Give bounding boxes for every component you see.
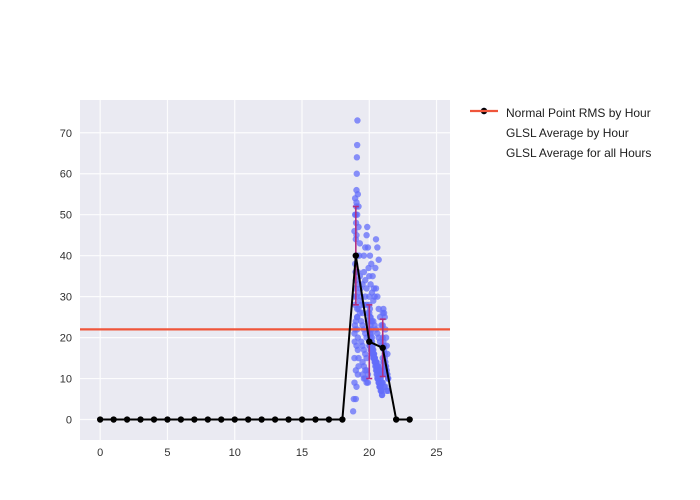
avg-hour-marker	[366, 338, 372, 344]
avg-hour-marker	[353, 252, 359, 258]
legend-swatch-line-marker	[470, 126, 498, 140]
y-tick-label: 50	[60, 210, 72, 222]
avg-hour-marker	[380, 345, 386, 351]
y-tick-label: 40	[60, 251, 72, 263]
avg-hour-marker	[272, 416, 278, 422]
avg-hour-marker	[245, 416, 251, 422]
scatter-point	[364, 224, 370, 230]
chart-container: 0 5 10 15 20 25 0 10 20 30 40 50 60 70 Normal Point R…	[0, 0, 700, 500]
scatter-point	[374, 244, 380, 250]
legend-label: Normal Point RMS by Hour	[506, 106, 651, 120]
avg-hour-marker	[191, 416, 197, 422]
scatter-point	[351, 330, 357, 336]
y-tick-label: 20	[60, 333, 72, 345]
scatter-point	[365, 379, 371, 385]
scatter-point	[367, 252, 373, 258]
scatter-point	[350, 408, 356, 414]
x-tick-label: 0	[97, 447, 103, 459]
x-tick-label: 10	[229, 447, 241, 459]
avg-hour-marker	[97, 416, 103, 422]
avg-hour-marker	[164, 416, 170, 422]
y-tick-label: 60	[60, 169, 72, 181]
avg-hour-marker	[205, 416, 211, 422]
legend: Normal Point RMS by Hour GLSL Average by…	[470, 104, 651, 164]
avg-hour-marker	[124, 416, 130, 422]
scatter-point	[354, 211, 360, 217]
scatter-point	[363, 232, 369, 238]
x-tick-label: 15	[296, 447, 308, 459]
scatter-point	[374, 293, 380, 299]
y-tick-label: 10	[60, 374, 72, 386]
scatter-point	[375, 257, 381, 263]
avg-hour-marker	[258, 416, 264, 422]
plot-bg	[80, 100, 450, 440]
scatter-point	[353, 396, 359, 402]
x-tick-label: 20	[363, 447, 375, 459]
scatter-point	[372, 265, 378, 271]
avg-hour-marker	[218, 416, 224, 422]
avg-hour-marker	[178, 416, 184, 422]
scatter-point	[353, 367, 359, 373]
avg-hour-marker	[232, 416, 238, 422]
avg-hour-marker	[312, 416, 318, 422]
avg-hour-marker	[326, 416, 332, 422]
avg-hour-marker	[299, 416, 305, 422]
legend-item-avg-all: GLSL Average for all Hours	[470, 144, 651, 162]
scatter-point	[373, 236, 379, 242]
legend-swatch-line	[470, 146, 498, 160]
legend-item-avg-hour: GLSL Average by Hour	[470, 124, 651, 142]
legend-label: GLSL Average for all Hours	[506, 146, 651, 160]
y-tick-label: 30	[60, 292, 72, 304]
x-tick-label: 25	[430, 447, 442, 459]
plot-svg: 0 5 10 15 20 25 0 10 20 30 40 50 60 70	[0, 0, 700, 500]
x-tick-label: 5	[164, 447, 170, 459]
scatter-point	[354, 142, 360, 148]
scatter-point	[365, 244, 371, 250]
scatter-point	[369, 273, 375, 279]
scatter-point	[355, 191, 361, 197]
avg-hour-marker	[393, 416, 399, 422]
legend-label: GLSL Average by Hour	[506, 126, 629, 140]
scatter-point	[361, 252, 367, 258]
scatter-point	[354, 117, 360, 123]
scatter-point	[383, 334, 389, 340]
avg-hour-marker	[110, 416, 116, 422]
scatter-point	[357, 240, 363, 246]
scatter-point	[354, 171, 360, 177]
scatter-point	[371, 285, 377, 291]
y-tick-label: 0	[66, 415, 72, 427]
avg-hour-marker	[285, 416, 291, 422]
avg-hour-marker	[406, 416, 412, 422]
scatter-point	[353, 384, 359, 390]
avg-hour-marker	[339, 416, 345, 422]
avg-hour-marker	[151, 416, 157, 422]
avg-hour-marker	[137, 416, 143, 422]
y-tick-label: 70	[60, 128, 72, 140]
scatter-point	[354, 154, 360, 160]
